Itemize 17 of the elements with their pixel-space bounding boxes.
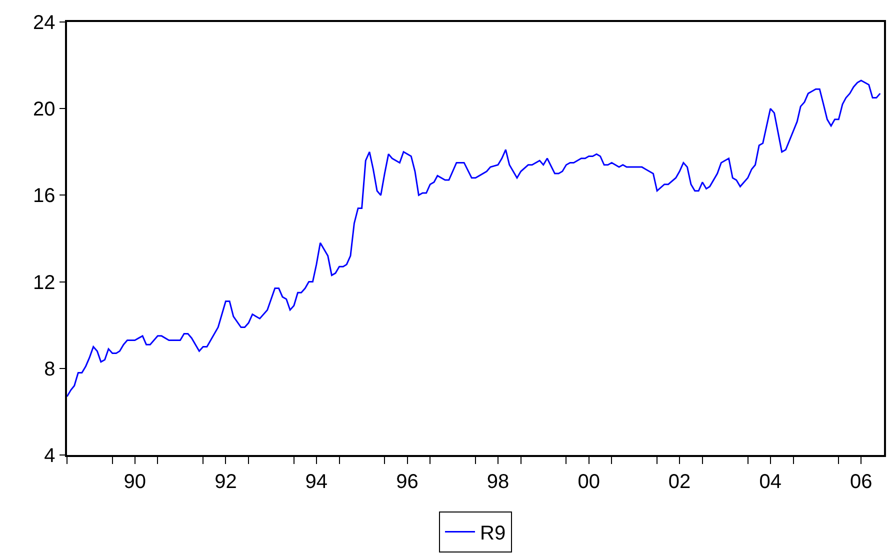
x-tick-label: 00 (578, 470, 600, 493)
y-tick-label: 4 (44, 445, 56, 467)
x-tick-label: 92 (214, 470, 237, 493)
x-tick-label: 98 (486, 470, 510, 493)
legend-label: R9 (480, 522, 506, 545)
x-tick-label: 96 (396, 470, 418, 493)
x-tick-label: 06 (850, 470, 872, 493)
line-series (67, 80, 881, 398)
x-tick-label: 90 (124, 470, 146, 493)
x-tick-label: 02 (668, 470, 691, 493)
y-tick-label: 24 (33, 12, 56, 34)
x-tick-label: 94 (305, 470, 328, 493)
x-tick-label: 04 (759, 470, 782, 493)
y-tick-label: 16 (33, 185, 56, 208)
y-tick-label: 8 (44, 358, 56, 380)
y-tick-label: 12 (33, 272, 56, 294)
y-tick-label: 20 (33, 98, 56, 121)
